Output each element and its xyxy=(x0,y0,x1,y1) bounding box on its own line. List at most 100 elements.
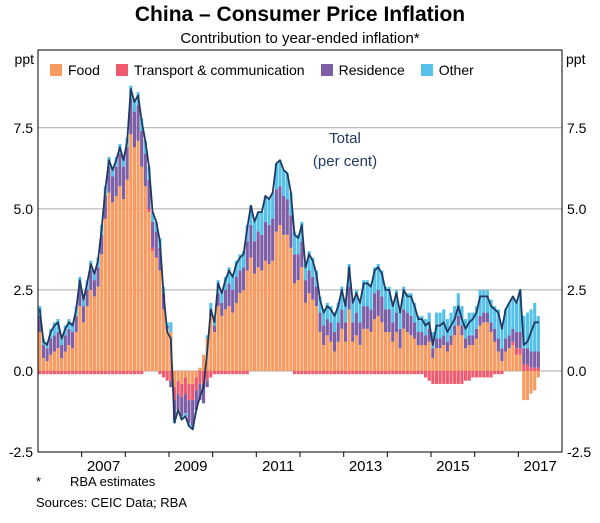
bar-food xyxy=(71,348,75,371)
bar-transport-communication xyxy=(362,370,366,375)
bar-food xyxy=(423,345,428,371)
bar-residence xyxy=(394,312,398,333)
bar-residence xyxy=(522,348,526,365)
bar-transport-communication xyxy=(103,370,107,375)
bar-residence xyxy=(427,328,431,342)
bar-residence xyxy=(318,312,322,333)
bar-other xyxy=(292,231,297,255)
bar-food xyxy=(511,345,515,371)
bar-food xyxy=(60,357,64,371)
bar-transport-communication xyxy=(409,370,413,375)
bar-food xyxy=(96,286,100,371)
bar-food xyxy=(460,335,464,371)
bar-other xyxy=(423,319,428,336)
legend: Food Transport & communication Residence… xyxy=(46,61,478,79)
bar-food xyxy=(67,345,71,371)
total-annotation: Total (per cent) xyxy=(280,127,410,174)
total-line xyxy=(38,88,540,431)
total-annotation-line2: (per cent) xyxy=(312,153,378,171)
bar-residence xyxy=(125,147,129,180)
bar-other xyxy=(325,302,329,320)
bar-residence xyxy=(405,312,409,333)
y-axis-unit-left: ppt xyxy=(14,51,34,67)
bar-transport-communication xyxy=(482,370,486,378)
bar-other xyxy=(238,254,242,271)
bar-other xyxy=(296,234,300,255)
bar-food xyxy=(529,370,533,394)
bar-residence xyxy=(212,325,217,333)
bar-food xyxy=(125,179,129,371)
bar-residence xyxy=(296,254,300,281)
bar-food xyxy=(260,270,264,371)
bar-transport-communication xyxy=(212,370,217,375)
bar-residence xyxy=(453,325,457,336)
bar-other xyxy=(52,322,56,336)
bar-food xyxy=(442,345,446,371)
bar-other xyxy=(151,212,155,222)
bar-residence xyxy=(227,283,231,307)
bar-residence xyxy=(274,189,278,232)
y-tick-label-right: 2.5 xyxy=(567,282,587,298)
bar-residence xyxy=(223,289,227,310)
x-tick-label: 2009 xyxy=(174,458,207,475)
bar-transport-communication xyxy=(434,370,439,384)
bar-other xyxy=(391,302,395,323)
bar-other xyxy=(311,257,315,277)
bar-other xyxy=(267,199,271,226)
bar-residence xyxy=(420,332,424,346)
bar-food xyxy=(256,267,260,371)
bar-food xyxy=(387,332,391,371)
bar-residence xyxy=(78,286,82,307)
bar-food xyxy=(74,332,78,371)
bar-food xyxy=(85,306,89,371)
bar-other xyxy=(121,156,126,167)
bar-food xyxy=(198,367,202,371)
bar-transport-communication xyxy=(121,370,126,375)
bar-residence xyxy=(464,338,468,349)
bar-food xyxy=(398,348,402,371)
bar-transport-communication xyxy=(100,370,104,375)
bar-food xyxy=(56,348,60,371)
bar-food xyxy=(493,341,497,371)
bar-residence xyxy=(383,309,388,333)
y-tick-label-right: -2.5 xyxy=(567,444,591,460)
bar-residence xyxy=(111,176,115,203)
bar-residence xyxy=(154,231,158,258)
bar-other xyxy=(471,312,475,336)
bar-residence xyxy=(183,393,187,414)
bar-residence xyxy=(245,241,249,271)
bar-residence xyxy=(456,315,460,326)
bar-food xyxy=(525,370,529,401)
bar-food xyxy=(187,370,191,384)
bar-residence xyxy=(482,312,486,323)
bar-food xyxy=(154,257,158,371)
legend-item-food: Food xyxy=(50,62,100,78)
bar-food xyxy=(161,309,166,371)
bar-other xyxy=(453,306,457,326)
bar-other xyxy=(285,173,289,200)
bar-transport-communication xyxy=(56,370,60,375)
bar-other xyxy=(416,315,420,333)
bar-transport-communication xyxy=(187,383,191,401)
bar-food xyxy=(478,325,482,371)
bar-other xyxy=(278,160,282,187)
bar-food xyxy=(278,225,282,371)
bar-residence xyxy=(81,306,86,323)
bar-residence xyxy=(71,332,75,349)
bar-transport-communication xyxy=(158,370,162,375)
bar-other xyxy=(209,302,213,310)
bar-other xyxy=(274,163,278,190)
bar-food xyxy=(307,293,311,371)
bar-other xyxy=(354,289,358,313)
bar-transport-communication xyxy=(485,370,489,378)
bar-food xyxy=(474,338,479,371)
y-tick-label-right: 5.0 xyxy=(567,201,587,217)
bar-other xyxy=(504,309,508,339)
bar-other xyxy=(340,286,344,310)
bar-food xyxy=(431,357,435,371)
bar-residence xyxy=(289,215,293,248)
bar-food xyxy=(314,306,318,371)
legend-item-residence: Residence xyxy=(320,62,405,78)
bar-residence xyxy=(329,322,333,342)
bar-food xyxy=(209,315,213,371)
